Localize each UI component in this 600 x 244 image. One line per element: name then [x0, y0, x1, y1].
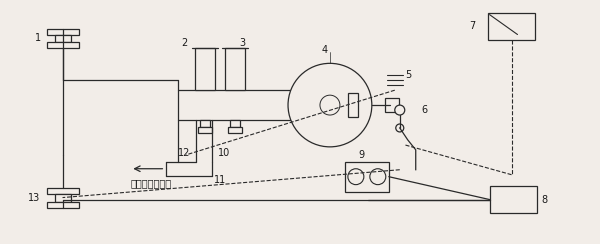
Bar — [230, 120, 240, 127]
Text: 通发动机进气管: 通发动机进气管 — [130, 178, 172, 188]
Text: 10: 10 — [218, 148, 230, 158]
Text: 11: 11 — [214, 175, 226, 185]
Bar — [488, 13, 535, 41]
Bar — [47, 202, 79, 207]
Text: 7: 7 — [469, 20, 476, 30]
Text: 8: 8 — [541, 194, 548, 204]
Bar — [195, 48, 215, 90]
Text: 13: 13 — [28, 193, 41, 203]
Bar — [345, 162, 389, 192]
Text: 1: 1 — [34, 33, 41, 43]
Bar — [200, 120, 210, 127]
Circle shape — [320, 95, 340, 115]
Bar — [55, 193, 71, 202]
Bar — [47, 42, 79, 48]
Bar — [178, 90, 353, 120]
Bar — [385, 98, 399, 112]
Bar — [55, 34, 71, 42]
Text: 6: 6 — [422, 105, 428, 115]
Text: 3: 3 — [239, 39, 245, 49]
Text: 9: 9 — [359, 150, 365, 160]
Circle shape — [396, 124, 404, 132]
Bar — [225, 48, 245, 90]
Circle shape — [395, 105, 405, 115]
Bar — [47, 29, 79, 34]
Text: 12: 12 — [178, 148, 191, 158]
Bar — [490, 186, 538, 214]
Bar — [228, 127, 242, 133]
Text: 2: 2 — [181, 39, 187, 49]
Circle shape — [370, 169, 386, 185]
Bar — [348, 93, 358, 117]
Circle shape — [288, 63, 372, 147]
Text: 5: 5 — [405, 70, 411, 80]
Circle shape — [348, 169, 364, 185]
Bar — [47, 188, 79, 193]
Text: 4: 4 — [322, 45, 328, 55]
Bar — [198, 127, 212, 133]
